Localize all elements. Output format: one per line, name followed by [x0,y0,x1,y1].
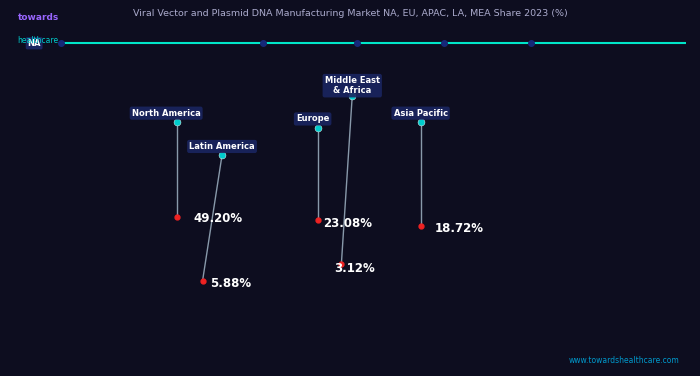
Text: Latin America: Latin America [189,142,255,151]
Text: towards: towards [18,13,59,22]
Text: 23.08%: 23.08% [323,217,372,230]
Text: Europe: Europe [296,114,329,123]
Text: Viral Vector and Plasmid DNA Manufacturing Market NA, EU, APAC, LA, MEA Share 20: Viral Vector and Plasmid DNA Manufacturi… [132,9,568,18]
Text: Middle East
& Africa: Middle East & Africa [325,76,380,96]
Text: Asia Pacific: Asia Pacific [393,109,448,118]
Text: 18.72%: 18.72% [435,223,484,235]
Text: NA: NA [27,39,41,48]
Text: www.towardshealthcare.com: www.towardshealthcare.com [568,356,679,365]
Text: North America: North America [132,109,200,118]
Text: healthcare: healthcare [18,36,59,45]
Text: 5.88%: 5.88% [209,277,251,291]
Text: 3.12%: 3.12% [335,262,375,274]
Text: 49.20%: 49.20% [193,212,242,225]
